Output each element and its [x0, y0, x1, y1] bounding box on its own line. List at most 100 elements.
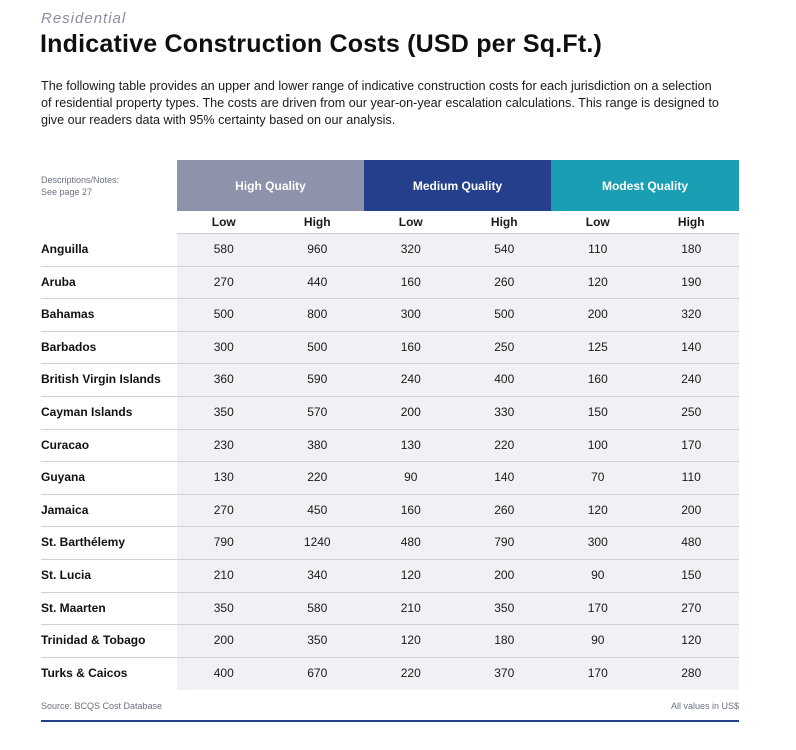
jurisdiction-name: Cayman Islands	[41, 404, 133, 419]
cost-cell: 170	[587, 600, 608, 615]
jurisdiction-name: British Virgin Islands	[41, 372, 161, 387]
cost-cell: 440	[307, 274, 328, 289]
subheader-low: Low	[585, 215, 610, 229]
jurisdiction-name: Aruba	[41, 274, 76, 289]
subheader-low: Low	[398, 215, 423, 229]
cost-cell: 220	[494, 437, 515, 452]
cost-cell: 350	[213, 600, 234, 615]
cost-cell: 580	[307, 600, 328, 615]
cost-cell: 200	[681, 502, 702, 517]
table-row: St. Lucia 210 340 120 200 90 150	[41, 560, 739, 593]
cost-cell: 500	[307, 339, 328, 354]
cost-cell: 130	[213, 470, 234, 485]
cost-cell: 300	[213, 339, 234, 354]
cost-cell: 70	[591, 470, 605, 485]
notes-page-link: See page 27	[41, 187, 93, 197]
cost-cell: 380	[307, 437, 328, 452]
cost-cell: 90	[591, 633, 605, 648]
table-row: Bahamas 500 800 300 500 200 320	[41, 299, 739, 332]
cost-cell: 120	[400, 633, 421, 648]
cost-cell: 790	[213, 535, 234, 550]
cost-cell: 110	[681, 470, 701, 485]
cost-cell: 330	[494, 404, 515, 419]
cost-cell: 125	[587, 339, 608, 354]
cost-cell: 120	[400, 567, 421, 582]
cost-cell: 270	[681, 600, 702, 615]
group-header-medium-quality: Medium Quality	[364, 160, 551, 211]
jurisdiction-name: Trinidad & Tobago	[41, 633, 146, 648]
cost-cell: 210	[400, 600, 421, 615]
notes-label: Descriptions/Notes:	[41, 175, 120, 185]
cost-cell: 220	[400, 665, 421, 680]
table-row: Guyana 130 220 90 140 70 110	[41, 462, 739, 495]
cost-cell: 270	[213, 274, 234, 289]
cost-cell: 400	[494, 372, 515, 387]
cost-cell: 590	[307, 372, 328, 387]
cost-cell: 270	[213, 502, 234, 517]
cost-cell: 160	[400, 274, 421, 289]
cost-cell: 250	[681, 404, 702, 419]
cost-cell: 90	[404, 470, 418, 485]
cost-cell: 130	[400, 437, 421, 452]
cost-cell: 360	[213, 372, 234, 387]
subheader-high: High	[303, 215, 331, 229]
table-row: Curacao 230 380 130 220 100 170	[41, 430, 739, 463]
cost-cell: 400	[213, 665, 234, 680]
cost-cell: 340	[307, 567, 328, 582]
subheader-low: Low	[211, 215, 236, 229]
cost-cell: 350	[494, 600, 515, 615]
notes-reference: Descriptions/Notes: See page 27	[41, 174, 119, 198]
cost-cell: 350	[213, 404, 234, 419]
jurisdiction-name: Anguilla	[41, 242, 89, 256]
jurisdiction-name: Barbados	[41, 339, 97, 354]
column-band-modest	[551, 211, 739, 690]
cost-cell: 160	[400, 502, 421, 517]
cost-cell: 210	[213, 567, 234, 582]
cost-cell: 480	[681, 535, 702, 550]
cost-cell: 200	[400, 404, 421, 419]
cost-cell: 240	[400, 372, 421, 387]
jurisdiction-name: Jamaica	[41, 502, 89, 517]
table-row: St. Barthélemy 790 1240 480 790 300 480	[41, 527, 739, 560]
table-row: British Virgin Islands 360 590 240 400 160 240	[41, 364, 739, 397]
cost-cell: 960	[307, 242, 328, 256]
cost-cell: 250	[494, 339, 515, 354]
cost-cell: 160	[400, 339, 421, 354]
jurisdiction-name: St. Barthélemy	[41, 535, 126, 550]
cost-cell: 260	[494, 274, 515, 289]
column-band-high	[177, 211, 364, 690]
cost-cell: 500	[213, 307, 234, 322]
cost-cell: 320	[681, 307, 702, 322]
table-row: Trinidad & Tobago 200 350 120 180 90 120	[41, 625, 739, 658]
cost-cell: 450	[307, 502, 328, 517]
cost-cell: 240	[681, 372, 702, 387]
cost-cell: 170	[681, 437, 702, 452]
cost-cell: 790	[494, 535, 515, 550]
table-row: Cayman Islands 350 570 200 330 150 250	[41, 397, 739, 430]
jurisdiction-name: Curacao	[41, 437, 90, 452]
cost-cell: 170	[587, 665, 608, 680]
cost-cell: 300	[400, 307, 421, 322]
cost-cell: 120	[587, 502, 608, 517]
cost-cell: 150	[681, 567, 702, 582]
cost-cell: 220	[307, 470, 328, 485]
cost-cell: 580	[213, 242, 234, 256]
cost-cell: 100	[587, 437, 608, 452]
subheader-high: High	[677, 215, 705, 229]
cost-cell: 140	[494, 470, 515, 485]
cost-cell: 200	[587, 307, 608, 322]
cost-cell: 200	[213, 633, 234, 648]
jurisdiction-name: Bahamas	[41, 307, 95, 322]
table-row: St. Maarten 350 580 210 350 170 270	[41, 593, 739, 626]
cost-cell: 180	[494, 633, 515, 648]
cost-cell: 300	[587, 535, 608, 550]
source-note: Source: BCQS Cost Database	[41, 701, 163, 711]
jurisdiction-name: St. Maarten	[41, 600, 106, 615]
cost-cell: 370	[494, 665, 515, 680]
page-title: Indicative Construction Costs (USD per S…	[40, 30, 603, 58]
cost-cell: 230	[213, 437, 234, 452]
jurisdiction-name: St. Lucia	[41, 567, 92, 582]
cost-cell: 540	[494, 242, 515, 256]
table-row: Jamaica 270 450 160 260 120 200	[41, 495, 739, 528]
cost-cell: 480	[400, 535, 421, 550]
